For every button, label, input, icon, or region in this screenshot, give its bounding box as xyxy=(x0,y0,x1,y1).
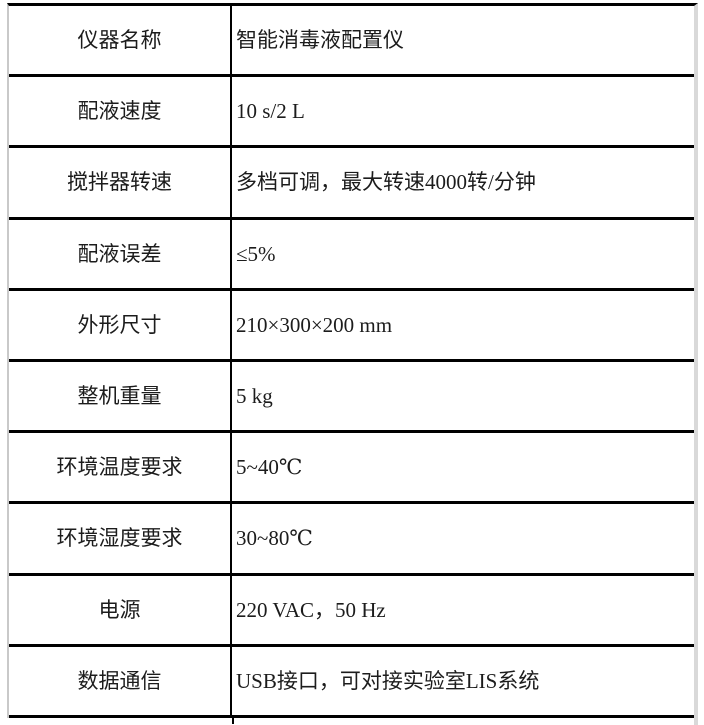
spec-label: 数据通信 xyxy=(9,646,232,715)
spec-label: 仪器名称 xyxy=(9,6,232,75)
right-border-tail xyxy=(694,718,698,725)
table-row: 配液速度 10 s/2 L xyxy=(9,77,694,149)
table-row: 配液误差 ≤5% xyxy=(9,219,694,291)
spec-label: 电源 xyxy=(9,575,232,644)
spec-value: ≤5% xyxy=(236,241,276,266)
spec-label: 配液误差 xyxy=(9,219,232,288)
spec-label: 配液速度 xyxy=(9,77,232,146)
spec-value: USB接口，可对接实验室LIS系统 xyxy=(236,668,540,693)
spec-label: 外形尺寸 xyxy=(9,290,232,359)
spec-label: 环境温度要求 xyxy=(9,433,232,502)
spec-value: 210×300×200 mm xyxy=(236,312,393,337)
spec-value: 30~80℃ xyxy=(236,526,313,551)
table-row: 搅拌器转速 多档可调，最大转速4000转/分钟 xyxy=(9,148,694,220)
spec-value: 多档可调，最大转速4000转/分钟 xyxy=(236,170,536,195)
spec-table: 仪器名称 智能消毒液配置仪 配液速度 10 s/2 L 搅拌器转速 多档可调，最… xyxy=(7,3,698,718)
table-row: 整机重量 5 kg xyxy=(9,361,694,434)
table-row: 外形尺寸 210×300×200 mm xyxy=(9,290,694,362)
spec-label: 搅拌器转速 xyxy=(9,148,232,217)
spec-value: 5 kg xyxy=(236,383,273,408)
table-row: 仪器名称 智能消毒液配置仪 xyxy=(9,6,694,78)
spec-value: 5~40℃ xyxy=(236,455,303,480)
table-row: 电源 220 VAC，50 Hz xyxy=(9,575,694,647)
table-row: 环境湿度要求 30~80℃ xyxy=(9,504,694,576)
spec-value: 10 s/2 L xyxy=(236,99,305,124)
spec-value: 智能消毒液配置仪 xyxy=(236,27,404,52)
spec-value: 220 VAC，50 Hz xyxy=(236,597,386,622)
spec-label: 整机重量 xyxy=(9,361,232,431)
column-divider-tail xyxy=(232,718,234,724)
spec-label: 环境湿度要求 xyxy=(9,504,232,573)
table-row: 数据通信 USB接口，可对接实验室LIS系统 xyxy=(9,646,694,718)
table-row: 环境温度要求 5~40℃ xyxy=(9,433,694,505)
